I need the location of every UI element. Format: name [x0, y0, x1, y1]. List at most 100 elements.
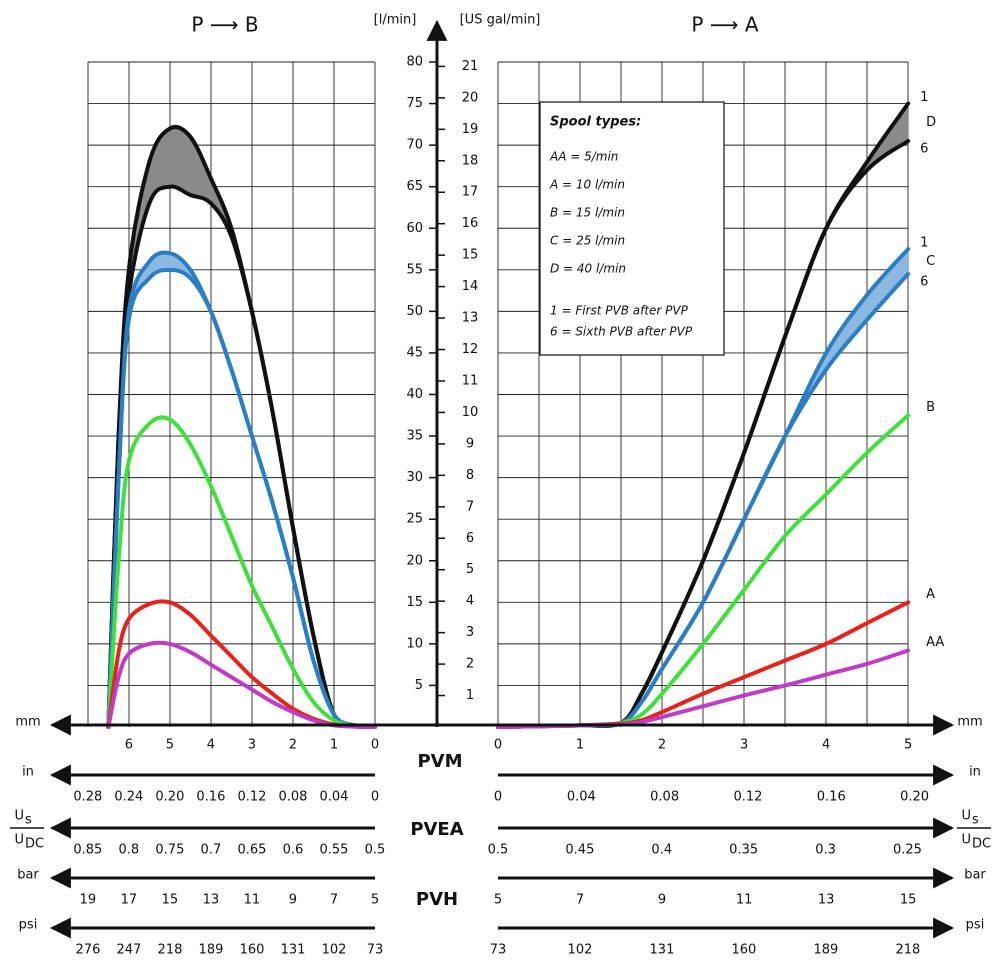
series-name: C	[926, 254, 935, 269]
legend-line: C = 25 l/min	[550, 234, 625, 248]
secondary-tick-label: 160	[732, 943, 757, 958]
y2-tick-label: 5	[466, 562, 474, 577]
secondary-tick-label: 102	[568, 943, 593, 958]
secondary-tick-label: 0.16	[817, 790, 846, 805]
y-tick-label: 65	[406, 179, 423, 194]
series-name: D	[926, 115, 936, 130]
x-tick-label: 2	[658, 738, 666, 753]
y-tick-label: 40	[406, 387, 423, 402]
axis-label: U	[14, 809, 24, 824]
axis-label-sub: s	[972, 813, 979, 828]
y-axis-label: [l/min]	[374, 13, 417, 28]
secondary-tick-label: 0.5	[365, 843, 386, 858]
secondary-tick-label: 0.35	[729, 843, 758, 858]
secondary-tick-label: 218	[158, 943, 183, 958]
secondary-tick-label: 0.4	[651, 843, 672, 858]
secondary-tick-label: 0.7	[201, 843, 222, 858]
section-label: PVH	[416, 889, 458, 910]
series-name: A	[926, 587, 935, 602]
x-tick-label: 2	[289, 738, 297, 753]
secondary-tick-label: 160	[240, 943, 265, 958]
secondary-tick-label: 5	[371, 893, 379, 908]
legend-frame	[539, 101, 725, 356]
series-end-label: 6	[920, 274, 928, 289]
series-line	[106, 250, 377, 729]
x-tick-label: 5	[904, 738, 912, 753]
y2-tick-label: 4	[466, 594, 474, 609]
axis-label: U	[961, 833, 971, 848]
y2-tick-label: 3	[466, 625, 474, 640]
axis-label-sub: DC	[972, 837, 991, 852]
secondary-tick-label: 5	[494, 893, 502, 908]
y-tick-label: 55	[406, 262, 423, 277]
y-tick-label: 25	[406, 512, 423, 527]
secondary-tick-label: 0.20	[900, 790, 929, 805]
x-tick-label: 3	[740, 738, 748, 753]
y2-axis-label: [US gal/min]	[460, 13, 541, 28]
secondary-tick-label: 0.8	[119, 843, 140, 858]
axis-label: psi	[19, 918, 38, 933]
series-line	[106, 599, 377, 729]
secondary-tick-label: 276	[76, 943, 101, 958]
legend-line: 6 = Sixth PVB after PVP	[550, 325, 693, 339]
secondary-tick-label: 73	[490, 943, 507, 958]
series-name: AA	[926, 635, 944, 650]
secondary-tick-label: 0.16	[196, 790, 225, 805]
y-tick-label: 15	[406, 595, 423, 610]
y2-tick-label: 8	[466, 468, 474, 483]
section-label: PVEA	[410, 819, 463, 840]
y2-tick-label: 9	[466, 436, 474, 451]
secondary-tick-label: 0.45	[565, 843, 594, 858]
x-tick-label: 6	[125, 738, 133, 753]
secondary-tick-label: 0.65	[237, 843, 266, 858]
secondary-tick-label: 0.85	[73, 843, 102, 858]
axis-label: bar	[17, 868, 39, 883]
legend-line: B = 15 l/min	[550, 206, 625, 220]
y2-tick-label: 6	[466, 531, 474, 546]
secondary-tick-label: 17	[121, 893, 138, 908]
x-tick-label: 0	[371, 738, 379, 753]
secondary-tick-label: 247	[117, 943, 142, 958]
secondary-tick-label: 11	[244, 893, 261, 908]
series-line	[106, 267, 377, 729]
axis-label: in	[969, 765, 981, 780]
y-tick-label: 45	[406, 345, 423, 360]
axes-layer	[10, 19, 991, 939]
x-tick-label: 1	[576, 738, 584, 753]
x-tick-label: 0	[494, 738, 502, 753]
secondary-tick-label: 15	[900, 893, 917, 908]
y-tick-label: 20	[406, 553, 423, 568]
y-tick-label: 70	[406, 138, 423, 153]
secondary-tick-label: 0.04	[319, 790, 348, 805]
axis-label: in	[22, 765, 34, 780]
y2-tick-label: 19	[462, 122, 479, 137]
y2-tick-label: 1	[466, 688, 474, 703]
y2-tick-label: 2	[466, 657, 474, 672]
chart-title: P ⟶ A	[691, 13, 758, 37]
chart-title: P ⟶ B	[191, 13, 258, 37]
secondary-tick-label: 218	[895, 943, 920, 958]
y-tick-label: 80	[406, 55, 423, 70]
y2-tick-label: 20	[462, 90, 479, 105]
secondary-tick-label: 189	[199, 943, 224, 958]
legend-box: Spool types: AA = 5/min A = 10 l/min B = 1…	[539, 101, 725, 356]
secondary-tick-label: 189	[813, 943, 838, 958]
legend-title: Spool types:	[550, 115, 641, 130]
x-tick-label: 5	[166, 738, 174, 753]
y2-tick-label: 21	[462, 59, 479, 74]
x-axis-label: mm	[15, 715, 40, 730]
section-label: PVM	[417, 751, 462, 772]
axis-label: U	[14, 833, 24, 848]
secondary-tick-label: 7	[330, 893, 338, 908]
secondary-tick-label: 13	[203, 893, 220, 908]
x-tick-label: 3	[248, 738, 256, 753]
y2-tick-label: 14	[462, 279, 479, 294]
secondary-tick-label: 0.12	[733, 790, 762, 805]
x-tick-label: 4	[207, 738, 215, 753]
axis-label: psi	[966, 918, 985, 933]
y-tick-label: 35	[406, 429, 423, 444]
y-tick-label: 50	[406, 304, 423, 319]
secondary-tick-label: 131	[650, 943, 675, 958]
secondary-tick-label: 131	[281, 943, 306, 958]
